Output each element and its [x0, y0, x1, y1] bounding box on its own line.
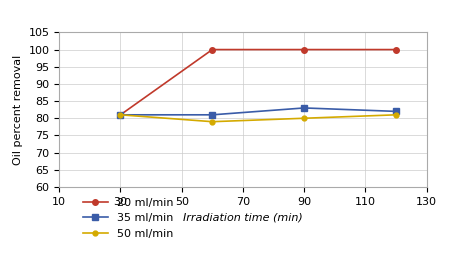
20 ml/min	[393, 48, 399, 51]
50 ml/min	[210, 120, 215, 123]
Y-axis label: Oil percent removal: Oil percent removal	[13, 55, 23, 165]
20 ml/min	[210, 48, 215, 51]
50 ml/min	[301, 117, 307, 120]
35 ml/min	[301, 106, 307, 110]
50 ml/min	[393, 113, 399, 116]
Line: 35 ml/min: 35 ml/min	[118, 105, 399, 118]
35 ml/min	[210, 113, 215, 116]
Legend: 20 ml/min, 35 ml/min, 50 ml/min: 20 ml/min, 35 ml/min, 50 ml/min	[83, 198, 173, 239]
X-axis label: Irradiation time (min): Irradiation time (min)	[183, 212, 303, 222]
35 ml/min	[118, 113, 123, 116]
Line: 20 ml/min: 20 ml/min	[118, 47, 399, 118]
20 ml/min	[301, 48, 307, 51]
50 ml/min	[118, 113, 123, 116]
20 ml/min	[118, 113, 123, 116]
Line: 50 ml/min: 50 ml/min	[118, 112, 399, 124]
35 ml/min	[393, 110, 399, 113]
